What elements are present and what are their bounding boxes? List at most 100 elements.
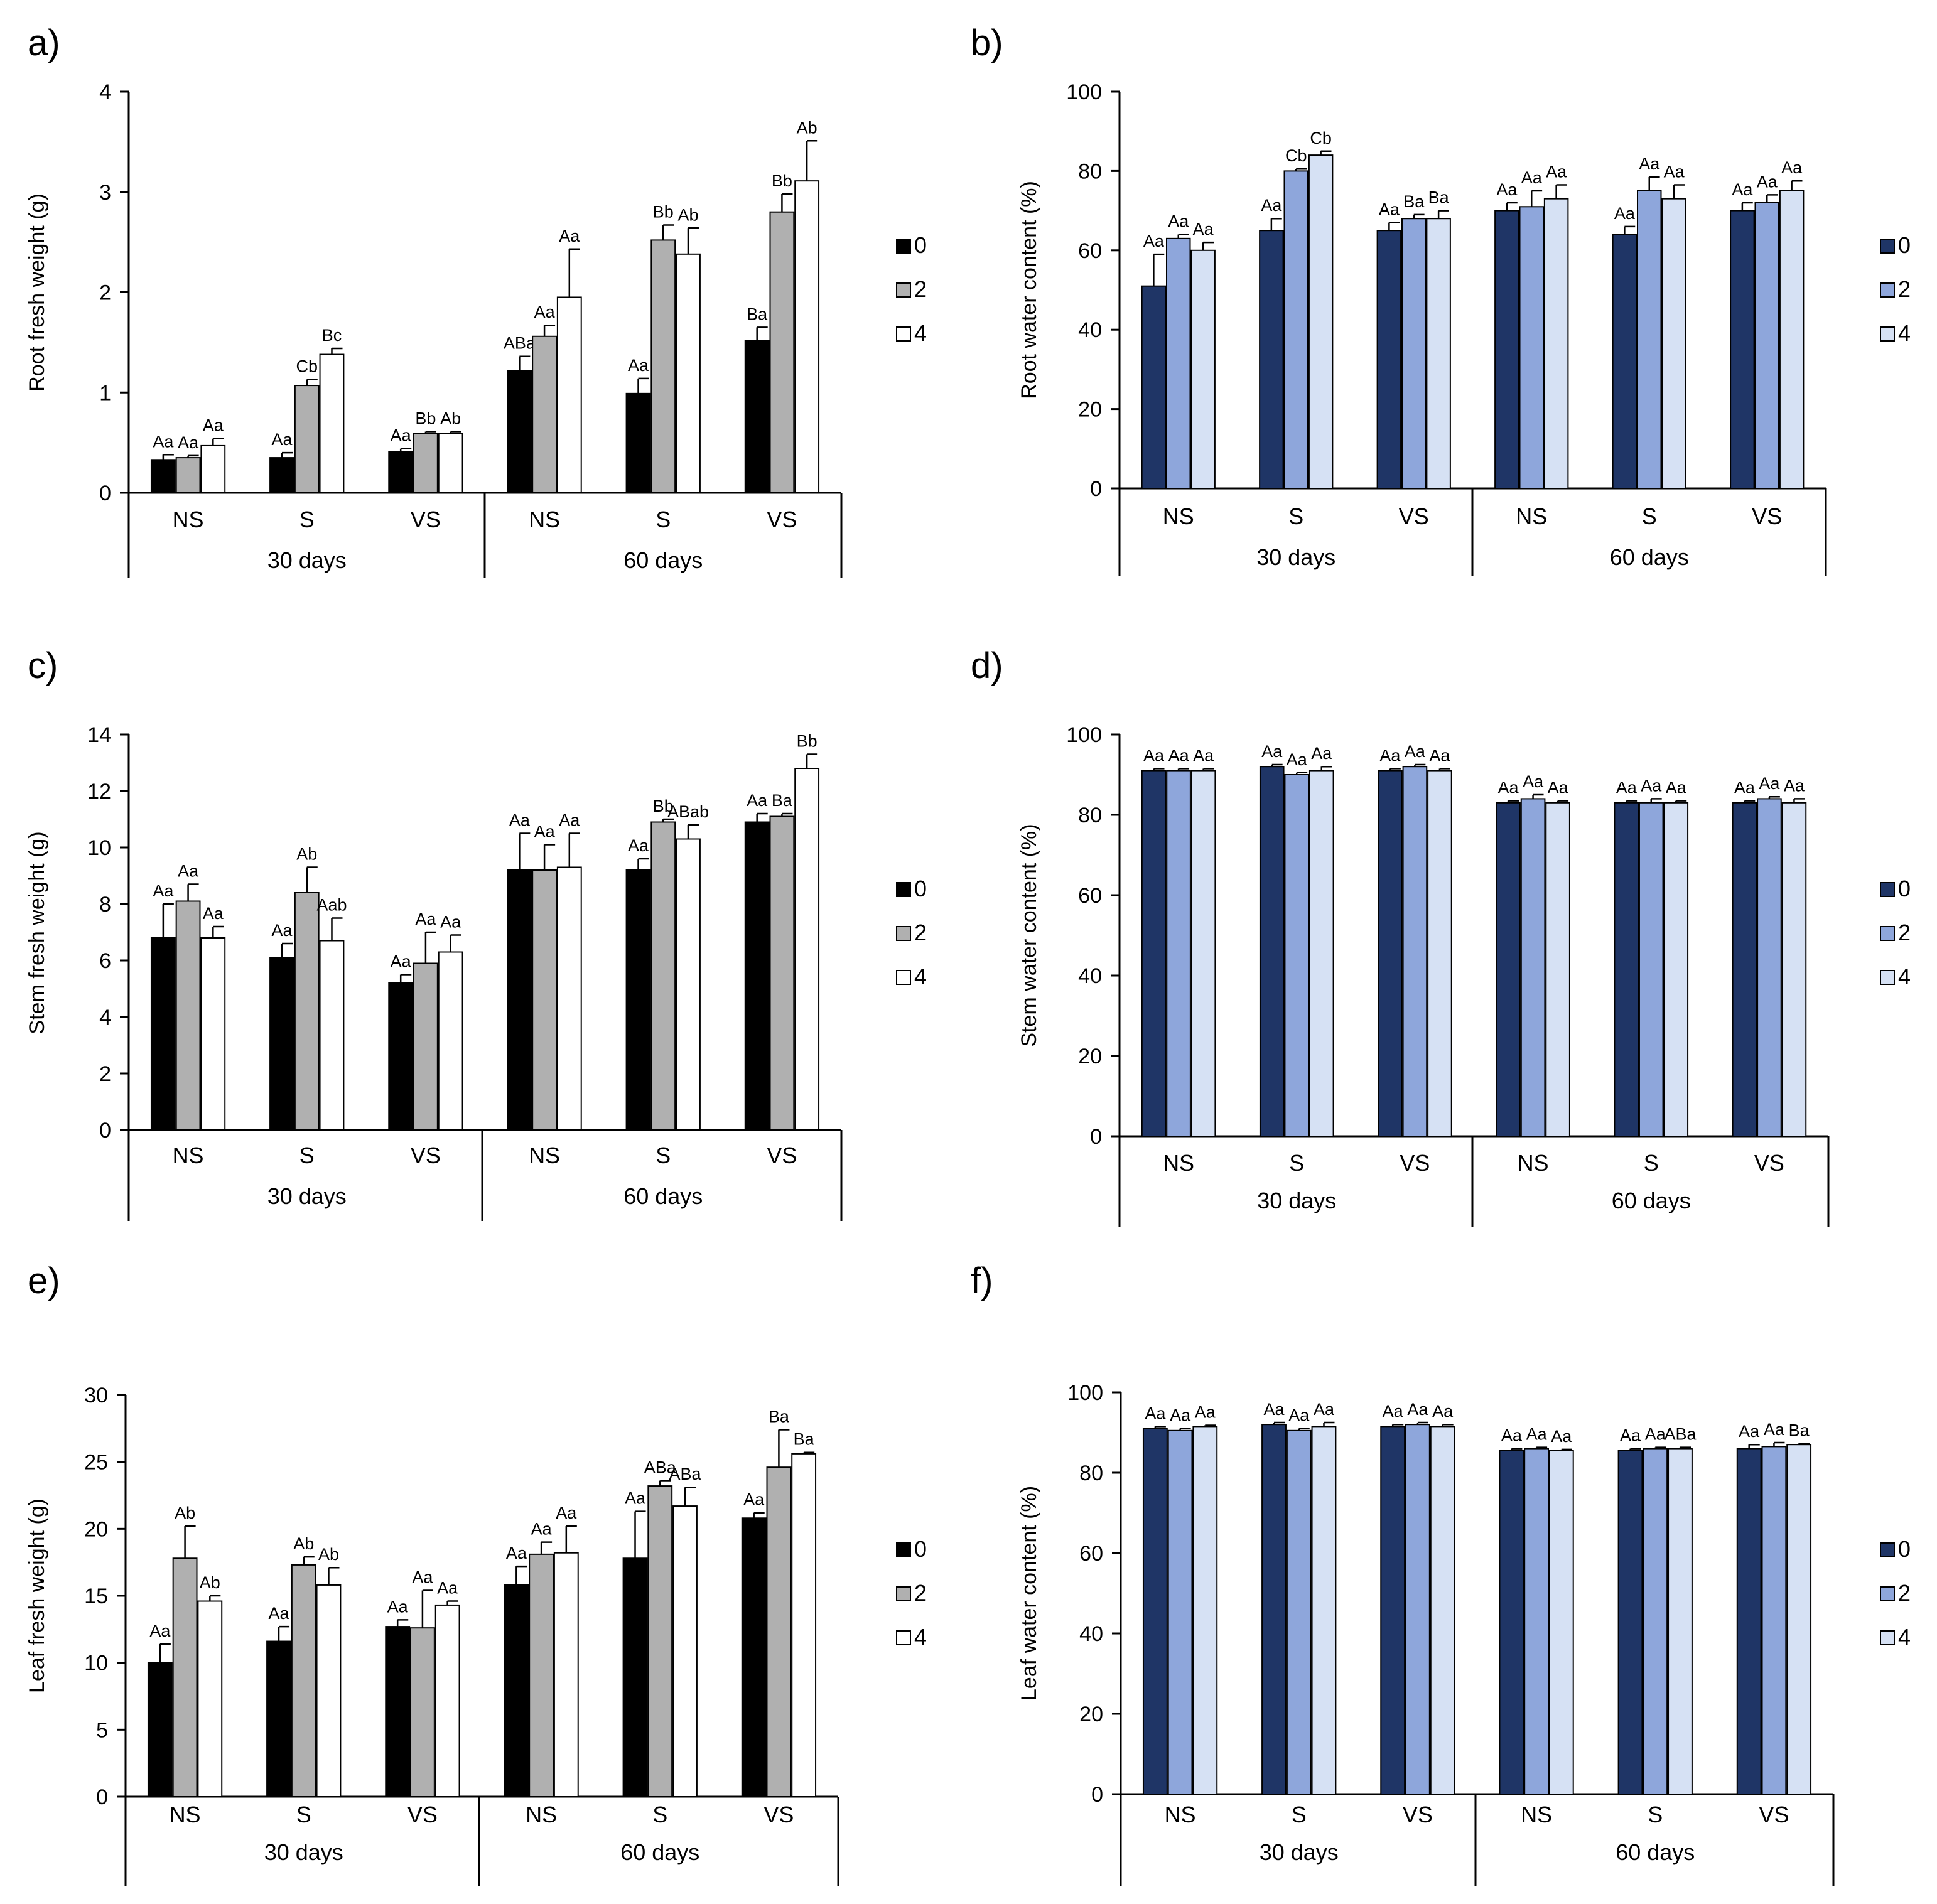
bar bbox=[1190, 249, 1216, 489]
significance-label: Aa bbox=[1734, 778, 1756, 797]
category-label: VS bbox=[1399, 503, 1429, 529]
y-tick-label: 20 bbox=[1078, 398, 1102, 422]
significance-label: Aa bbox=[1645, 1425, 1666, 1444]
y-tick-label: 60 bbox=[1078, 884, 1102, 908]
legend-swatch bbox=[896, 326, 911, 342]
legend-swatch bbox=[1880, 1586, 1895, 1601]
y-tick-label: 40 bbox=[1079, 1622, 1103, 1646]
category-label: S bbox=[1642, 503, 1657, 529]
category-label: NS bbox=[1163, 503, 1194, 529]
panel-label: b) bbox=[971, 23, 1003, 63]
significance-label: Aa bbox=[559, 227, 580, 245]
significance-label: Ba bbox=[769, 1407, 790, 1426]
significance-label: Ab bbox=[318, 1545, 339, 1564]
significance-label: Aa bbox=[628, 836, 649, 855]
significance-label: Aa bbox=[1732, 180, 1753, 199]
bar bbox=[1781, 802, 1807, 1138]
bar bbox=[1259, 766, 1285, 1137]
legend-swatch bbox=[1880, 1542, 1895, 1557]
bar bbox=[1612, 234, 1638, 489]
significance-label: Aa bbox=[1311, 744, 1332, 763]
y-tick-label: 4 bbox=[99, 80, 111, 104]
bar bbox=[1786, 1444, 1812, 1795]
bar bbox=[1754, 202, 1779, 489]
bar bbox=[291, 1564, 316, 1798]
significance-label: Aa bbox=[272, 430, 293, 449]
significance-label: Aa bbox=[269, 1604, 290, 1623]
significance-label: Ba bbox=[794, 1430, 815, 1449]
legend-label: 4 bbox=[914, 320, 927, 346]
y-tick-label: 100 bbox=[1067, 1381, 1103, 1405]
legend-label: 4 bbox=[914, 964, 927, 989]
panel-label: d) bbox=[971, 645, 1003, 686]
category-label: S bbox=[299, 507, 315, 532]
bar bbox=[1405, 1424, 1430, 1795]
bar bbox=[147, 1662, 173, 1798]
category-label: VS bbox=[763, 1802, 794, 1827]
y-tick-label: 0 bbox=[1091, 1783, 1103, 1807]
bar bbox=[744, 340, 770, 493]
significance-label: Aa bbox=[149, 1622, 171, 1640]
y-axis-title: Leaf fresh weight (g) bbox=[25, 1498, 49, 1693]
legend-label: 0 bbox=[1898, 232, 1911, 258]
bar bbox=[1543, 198, 1569, 489]
y-tick-label: 20 bbox=[1079, 1702, 1103, 1726]
bar bbox=[556, 866, 582, 1131]
bar bbox=[1283, 170, 1308, 489]
legend-label: 0 bbox=[914, 1536, 927, 1562]
y-tick-label: 5 bbox=[96, 1718, 108, 1742]
bar bbox=[1548, 1450, 1574, 1795]
significance-label: Cb bbox=[1310, 129, 1332, 148]
panel-6: f)Leaf water content (%)020406080100NSAa… bbox=[971, 1261, 1911, 1886]
category-label: S bbox=[652, 1802, 667, 1827]
legend-swatch bbox=[1880, 326, 1895, 342]
bar bbox=[1192, 1426, 1218, 1795]
significance-label: Aa bbox=[747, 791, 768, 810]
significance-label: Aa bbox=[1759, 774, 1780, 793]
bar bbox=[1261, 1424, 1287, 1795]
category-label: S bbox=[1288, 503, 1303, 529]
bar bbox=[744, 821, 770, 1131]
panel-4: d)Stem water content (%)020406080100NSAa… bbox=[971, 645, 1911, 1227]
bar bbox=[507, 370, 532, 493]
y-tick-label: 8 bbox=[99, 893, 111, 917]
legend-label: 0 bbox=[914, 876, 927, 901]
y-tick-label: 0 bbox=[99, 1119, 111, 1143]
bar bbox=[556, 296, 582, 493]
significance-label: Aa bbox=[1764, 1420, 1785, 1439]
legend-swatch bbox=[1880, 926, 1895, 941]
bar bbox=[1427, 770, 1452, 1137]
bar bbox=[1259, 230, 1284, 489]
significance-label: Aa bbox=[1261, 196, 1282, 215]
category-label: S bbox=[656, 507, 671, 532]
legend-swatch bbox=[896, 1542, 911, 1557]
bar bbox=[1426, 218, 1451, 489]
bar bbox=[504, 1584, 529, 1798]
significance-label: Aa bbox=[743, 1490, 765, 1509]
bar bbox=[1643, 1448, 1668, 1795]
bar bbox=[1190, 770, 1216, 1137]
legend-swatch bbox=[896, 926, 911, 941]
y-tick-label: 80 bbox=[1078, 159, 1102, 183]
group-label: 30 days bbox=[1257, 1188, 1336, 1213]
bar bbox=[1286, 1429, 1312, 1795]
bar bbox=[1761, 1446, 1787, 1795]
bar bbox=[1378, 770, 1403, 1137]
legend-swatch bbox=[896, 1586, 911, 1601]
bar bbox=[1141, 770, 1167, 1137]
y-tick-label: 3 bbox=[99, 181, 111, 205]
significance-label: ABa bbox=[504, 334, 536, 353]
significance-label: Aa bbox=[412, 1568, 433, 1586]
category-label: NS bbox=[173, 507, 204, 532]
bar bbox=[532, 335, 558, 493]
significance-label: Aa bbox=[1757, 172, 1778, 191]
bar bbox=[625, 869, 651, 1131]
bar bbox=[529, 1553, 554, 1798]
y-axis-title: Stem fresh weight (g) bbox=[25, 831, 49, 1034]
bar bbox=[1638, 802, 1664, 1138]
y-tick-label: 80 bbox=[1079, 1461, 1103, 1485]
significance-label: Aa bbox=[1405, 742, 1426, 761]
bar bbox=[507, 869, 532, 1131]
